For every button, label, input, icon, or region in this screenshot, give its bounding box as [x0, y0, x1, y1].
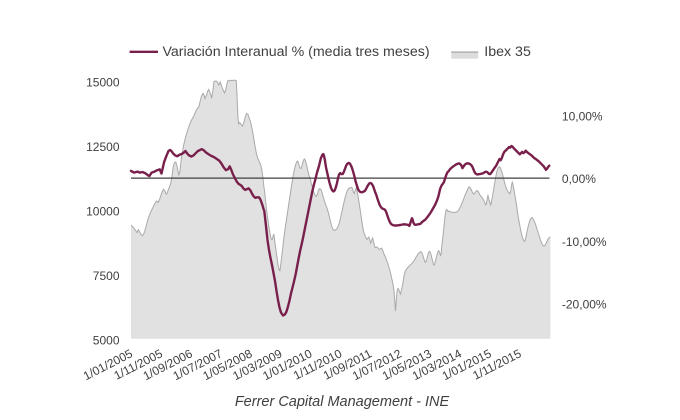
svg-text:15000: 15000	[86, 76, 120, 90]
svg-text:-20,00%: -20,00%	[562, 298, 607, 312]
svg-text:-10,00%: -10,00%	[562, 235, 607, 249]
svg-text:0,00%: 0,00%	[562, 172, 596, 186]
svg-text:10,00%: 10,00%	[562, 109, 603, 123]
svg-text:7500: 7500	[93, 269, 120, 283]
svg-text:5000: 5000	[93, 334, 120, 348]
svg-text:Ferrer Capital Management - IN: Ferrer Capital Management - INE	[235, 394, 450, 410]
svg-text:10000: 10000	[86, 205, 120, 219]
svg-text:Ibex 35: Ibex 35	[484, 44, 531, 60]
svg-text:Variación Interanual % (media: Variación Interanual % (media tres meses…	[163, 44, 430, 60]
svg-text:12500: 12500	[86, 140, 120, 154]
